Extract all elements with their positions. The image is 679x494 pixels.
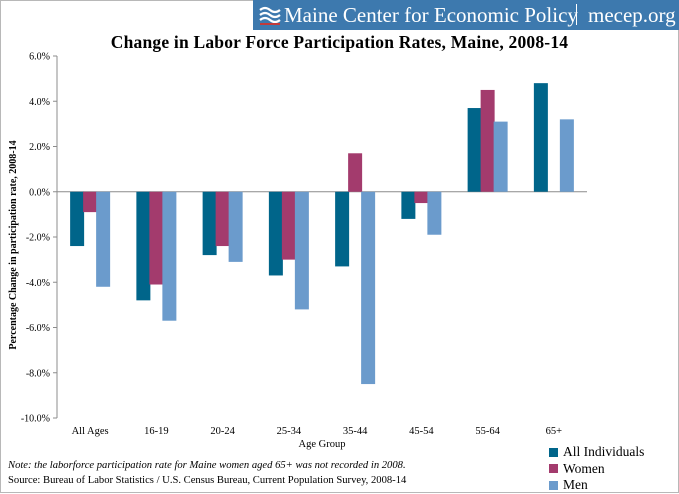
bar-men	[294, 191, 309, 310]
y-tick-label: -10.0%	[21, 414, 50, 425]
x-tick-label: 20-24	[210, 426, 235, 437]
x-tick-label: 35-44	[343, 426, 368, 437]
y-tick-label: -4.0%	[26, 278, 50, 289]
legend-swatch-women	[549, 464, 558, 473]
legend-item-men: Men	[549, 477, 644, 493]
x-tick-label: 16-19	[144, 426, 169, 437]
legend-item-women: Women	[549, 461, 644, 477]
brand-header-bar	[253, 0, 679, 30]
bar-all-individuals	[335, 191, 350, 267]
bar-men	[162, 191, 177, 321]
source-line: Source: Bureau of Labor Statistics / U.S…	[8, 475, 407, 486]
bar-women	[281, 191, 296, 260]
brand-url-link[interactable]: mecep.org	[588, 3, 676, 27]
bar-women	[83, 191, 98, 213]
x-tick-label: 25-34	[277, 426, 302, 437]
y-tick-label: -6.0%	[26, 323, 50, 334]
bar-men	[361, 191, 376, 385]
chart-title: Change in Labor Force Participation Rate…	[110, 32, 569, 52]
bar-women	[149, 191, 164, 285]
legend-item-all-individuals: All Individuals	[549, 444, 644, 460]
bar-all-individuals	[136, 191, 151, 301]
y-axis-title: Percentage Change in participation rate,…	[8, 140, 19, 349]
x-tick-label: 45-54	[409, 426, 434, 437]
bar-all-individuals	[70, 191, 85, 247]
bar-men	[228, 191, 243, 262]
x-tick-label: 55-64	[475, 426, 500, 437]
brand-name: Maine Center for Economic Policy	[284, 3, 578, 27]
brand-separator	[576, 4, 577, 25]
bar-women	[480, 89, 495, 192]
bar-women	[414, 191, 429, 204]
bar-men	[559, 119, 574, 192]
footnote: Note: the laborforce participation rate …	[8, 460, 406, 471]
y-tick-label: -8.0%	[26, 368, 50, 379]
legend: All Individuals Women Men	[549, 444, 644, 494]
bar-all-individuals	[533, 83, 548, 192]
x-axis-title: Age Group	[299, 439, 346, 450]
bar-men	[427, 191, 442, 235]
bar-all-individuals	[401, 191, 416, 219]
legend-label: Women	[563, 460, 605, 476]
bar-all-individuals	[202, 191, 217, 256]
legend-swatch-men	[549, 480, 558, 490]
legend-label: Men	[563, 477, 588, 492]
mecep-logo-icon	[259, 6, 281, 25]
bar-women	[215, 191, 230, 247]
bar-women	[348, 153, 363, 192]
bar-men	[96, 191, 111, 287]
bar-all-individuals	[268, 191, 283, 276]
y-tick-label: -2.0%	[26, 233, 50, 244]
y-tick-label: 0.0%	[29, 187, 50, 198]
legend-label: All Individuals	[563, 444, 645, 459]
x-tick-label: 65+	[546, 426, 563, 437]
legend-swatch-all-individuals	[549, 447, 558, 457]
y-tick-label: 2.0%	[29, 142, 50, 153]
bar-men	[493, 121, 508, 192]
bar-all-individuals	[467, 108, 482, 192]
y-tick-label: 6.0%	[29, 52, 50, 63]
y-tick-label: 4.0%	[29, 97, 50, 108]
x-tick-label: All Ages	[72, 426, 109, 437]
